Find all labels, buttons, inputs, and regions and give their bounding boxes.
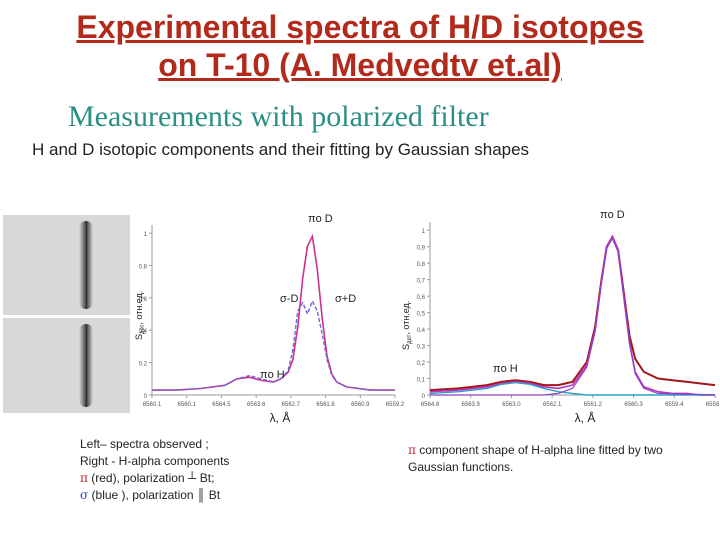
- left-chart-x-tick-label: 6559.2: [386, 402, 405, 408]
- spectrum-line-bottom: [79, 324, 93, 407]
- right-chart-x-tick-label: 6563.9: [462, 402, 481, 408]
- spectrum-image-top: [3, 215, 130, 315]
- spectrum-line-top: [79, 221, 93, 309]
- left-chart-y-tick-label: 1: [144, 232, 148, 238]
- left-caption-line-4: σ (blue ), polarization ║ Bt: [80, 487, 229, 504]
- left-chart-y-tick-label: 0.4: [139, 329, 148, 335]
- left-chart: 0 0.2 0.4 0.6 0.8 1 6560.1 6560.1 6564.5 6563.6 65…: [134, 213, 405, 425]
- left-chart-annotation-0: πo D: [308, 213, 333, 225]
- right-chart-x-tick-label: 6559.4: [665, 402, 684, 408]
- right-chart: 0 0,1 0,2 0,3 0,4 0,5 0,6 0,7 0,8 0,9 1 6564.8 6563.…: [401, 209, 720, 425]
- right-chart-x-tick-label: 6561.2: [584, 402, 603, 408]
- left-chart-series-line-0: [152, 233, 395, 391]
- left-chart-x-tick-label: 6564.5: [212, 402, 231, 408]
- left-chart-y-tick-label: 0: [144, 394, 148, 400]
- right-chart-annotation-1: πo H: [493, 363, 518, 375]
- right-chart-y-tick-label: 0,9: [417, 246, 426, 252]
- left-chart-y-axis-label: Sдет, отн.ед.: [134, 291, 146, 340]
- spectrum-image-bottom: [3, 318, 130, 413]
- right-chart-y-tick-label: 0,3: [417, 345, 426, 351]
- left-chart-x-tick-label: 6562.7: [282, 402, 301, 408]
- right-chart-series-line-3: [430, 237, 716, 396]
- slide-subtitle: Measurements with polarized filter: [68, 100, 489, 133]
- right-chart-y-tick-label: 0,8: [417, 262, 426, 268]
- slide-title: Experimental spectra of H/D isotopes on …: [0, 8, 720, 84]
- left-chart-x-tick-label: 6561.8: [316, 402, 335, 408]
- right-chart-annotation-0: πo D: [600, 209, 625, 221]
- right-chart-x-tick-label: 6558.5: [706, 402, 720, 408]
- right-chart-x-axis-label: λ, Å: [575, 410, 596, 425]
- left-caption-line-1: Left– spectra observed ;: [80, 437, 209, 451]
- left-chart-annotation-1: σ-D: [280, 293, 298, 305]
- right-chart-x-tick-label: 6562.1: [543, 402, 562, 408]
- right-chart-series-line-2: [429, 381, 715, 396]
- left-chart-x-tick-label: 6563.6: [247, 402, 266, 408]
- right-chart-series-line-1: [429, 235, 715, 396]
- right-chart-y-tick-label: 1: [422, 229, 426, 235]
- right-chart-y-tick-label: 0,5: [417, 312, 426, 318]
- left-caption: Left– spectra observed ; Right - H-alpha…: [80, 436, 229, 504]
- left-chart-y-tick-label: 0.8: [139, 264, 148, 270]
- right-chart-x-tick-label: 6564.8: [421, 402, 440, 408]
- left-caption-line-3: π (red), polarization ┴ Bt;: [80, 470, 229, 487]
- left-caption-line-4-text: (blue ), polarization ║ Bt: [88, 488, 221, 502]
- right-chart-x-tick-label: 6563.0: [502, 402, 521, 408]
- left-caption-line-2: Right - H-alpha components: [80, 454, 230, 468]
- left-chart-x-tick-label: 6560.9: [351, 402, 370, 408]
- left-chart-annotation-2: σ+D: [335, 293, 356, 305]
- slide-description: H and D isotopic components and their fi…: [32, 140, 530, 159]
- left-chart-x-axis-label: λ, Å: [270, 410, 291, 425]
- right-chart-y-tick-label: 0,6: [417, 295, 426, 301]
- right-chart-x-tick-label: 6560.3: [624, 402, 643, 408]
- pi-symbol: π: [80, 471, 88, 485]
- left-chart-series-line-1: [152, 299, 395, 391]
- right-chart-y-tick-label: 0,4: [417, 328, 426, 334]
- left-chart-x-tick-label: 6560.1: [143, 402, 162, 408]
- right-caption-text: component shape of H-alpha line fitted b…: [408, 443, 663, 474]
- right-caption: π component shape of H-alpha line fitted…: [408, 442, 713, 476]
- left-caption-line-3-text: (red), polarization ┴ Bt;: [87, 471, 215, 485]
- right-chart-series-line-0: [429, 234, 716, 392]
- title-line-1: Experimental spectra of H/D isotopes: [76, 9, 644, 45]
- right-chart-y-axis-label: Sдет, отн.ед.: [401, 301, 413, 350]
- right-chart-y-tick-label: 0: [422, 394, 426, 400]
- left-chart-y-tick-label: 0.6: [139, 297, 148, 303]
- left-chart-annotation-3: πo H: [260, 369, 285, 381]
- pi-symbol-right: π: [408, 443, 416, 457]
- left-chart-x-tick-label: 6560.1: [178, 402, 197, 408]
- right-chart-y-tick-label: 0,7: [417, 279, 426, 285]
- sigma-symbol: σ: [80, 488, 89, 502]
- title-line-2: on T-10 (A. Medvedtv et.al): [158, 47, 562, 83]
- left-chart-y-tick-label: 0.2: [139, 362, 148, 368]
- right-chart-y-tick-label: 0,1: [417, 378, 426, 384]
- right-chart-y-tick-label: 0,2: [417, 361, 426, 367]
